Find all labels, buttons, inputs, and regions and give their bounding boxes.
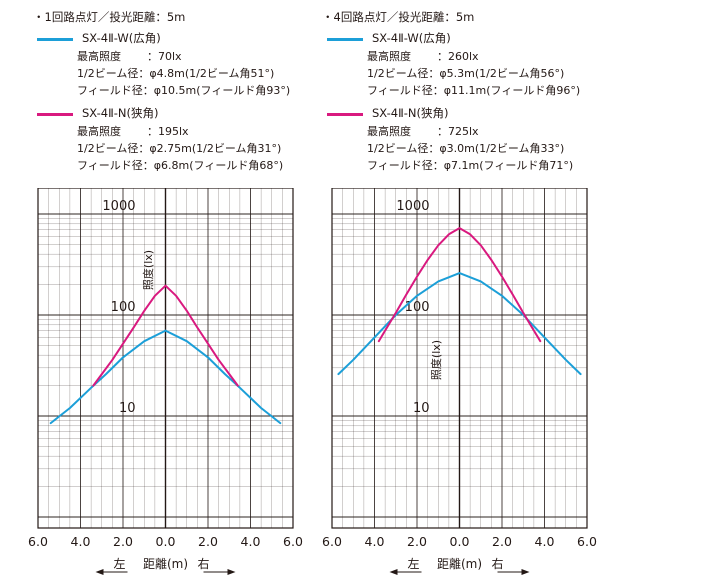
spec-label: フィールド径： [367,84,444,97]
spec-line: 1/2ビーム径：φ2.75m(1/2ビーム角31°) [37,140,337,157]
y-axis-label: 照度(lx) [141,250,155,290]
spec-label: フィールド径： [77,159,154,172]
legend-swatch-narrow [37,113,73,116]
y-tick-label: 10 [413,401,430,416]
panel-heading: ・1回路点灯／投光距離：5m [33,10,186,24]
legend-row-wide: SX-4Ⅱ-W(広角) [37,30,337,48]
legend-series-name: SX-4Ⅱ-W(広角) [372,31,451,45]
illuminance-chart-4-circuit: 1000 100 10 6.0 4.0 2.0 0.0 2.0 4.0 6.0 照度(lx) 左 右距離… [322,188,597,575]
x-tick-label: 2.0 [407,534,427,549]
x-tick-label: 6.0 [283,534,303,549]
series-line-narrow [92,284,239,387]
spec-line: 最高照度 ：260lx [327,48,627,65]
x-tick-label: 4.0 [365,534,385,549]
spec-value: φ2.75m(1/2ビーム角31°) [149,142,282,155]
legend-series-name: SX-4Ⅱ-N(狭角) [82,106,159,120]
y-tick-label: 100 [111,300,136,315]
spec-value: φ7.1m(フィールド角71°) [443,159,574,172]
legend-row-narrow: SX-4Ⅱ-N(狭角) [37,105,337,123]
legend-block: SX-4Ⅱ-W(広角) 最高照度 ：260lx 1/2ビーム径：φ5.3m(1/2… [327,30,627,99]
legend-block: SX-4Ⅱ-N(狭角) 最高照度 ：725lx 1/2ビーム径：φ3.0m(1/2… [327,105,627,174]
x-tick-label: 4.0 [535,534,555,549]
legend-swatch-narrow [327,113,363,116]
spec-line: 最高照度 ：70lx [37,48,337,65]
x-tick-label: 0.0 [450,534,470,549]
right-arrow-head [227,569,236,575]
illuminance-chart-1-circuit: 1000 100 10 6.0 4.0 2.0 0.0 2.0 4.0 6.0 照度(lx) 左 右距離… [28,188,303,575]
legend-swatch-wide [327,38,363,41]
legend-swatch-wide [37,38,73,41]
x-tick-label: 2.0 [198,534,218,549]
left-arrow-head [389,569,398,575]
legend-row-narrow: SX-4Ⅱ-N(狭角) [327,105,627,123]
spec-value: φ4.8m(1/2ビーム角51°) [149,67,275,80]
spec-value: ：260lx [437,50,479,63]
left-direction-label: 左 [407,556,419,571]
spec-label: 最高照度 [77,50,121,63]
spec-line: フィールド径：φ10.5m(フィールド角93°) [37,82,337,99]
spec-line: フィールド径：φ11.1m(フィールド角96°) [327,82,627,99]
legend-block: SX-4Ⅱ-W(広角) 最高照度 ：70lx 1/2ビーム径：φ4.8m(1/2ビ… [37,30,337,99]
legend-block: SX-4Ⅱ-N(狭角) 最高照度 ：195lx 1/2ビーム径：φ2.75m(1/… [37,105,337,174]
spec-line: フィールド径：φ6.8m(フィールド角68°) [37,157,337,174]
series-line-narrow [377,227,542,343]
spec-label: 1/2ビーム径： [367,142,440,155]
spec-label: フィールド径： [77,84,154,97]
spec-label: 最高照度 [77,125,121,138]
x-tick-label: 4.0 [71,534,91,549]
spec-label: 1/2ビーム径： [77,142,150,155]
spec-line: 1/2ビーム径：φ3.0m(1/2ビーム角33°) [327,140,627,157]
spec-value: φ11.1m(フィールド角96°) [443,84,581,97]
spec-value: ：195lx [147,125,189,138]
series-line-wide [49,329,282,425]
spec-label: 最高照度 [367,125,411,138]
legend-series-name: SX-4Ⅱ-W(広角) [82,31,161,45]
x-axis-label: 距離(m) [437,557,482,571]
spec-label: フィールド径： [367,159,444,172]
spec-value: φ3.0m(1/2ビーム角33°) [439,142,565,155]
x-tick-label: 6.0 [322,534,342,549]
spec-line: 最高照度 ：195lx [37,123,337,140]
x-tick-label: 4.0 [241,534,261,549]
x-axis-label: 距離(m) [143,557,188,571]
legend-row-wide: SX-4Ⅱ-W(広角) [327,30,627,48]
right-arrow-head [521,569,530,575]
legend-series-name: SX-4Ⅱ-N(狭角) [372,106,449,120]
left-arrow-head [95,569,104,575]
y-tick-label: 100 [405,300,430,315]
y-tick-label: 1000 [396,199,429,214]
spec-line: 最高照度 ：725lx [327,123,627,140]
spec-line: 1/2ビーム径：φ5.3m(1/2ビーム角56°) [327,65,627,82]
x-tick-label: 6.0 [28,534,48,549]
spec-value: ：725lx [437,125,479,138]
x-tick-label: 2.0 [492,534,512,549]
right-direction-label: 右 [197,556,209,571]
x-tick-label: 2.0 [113,534,133,549]
spec-label: 1/2ビーム径： [367,67,440,80]
y-tick-label: 1000 [102,199,135,214]
panel-heading: ・4回路点灯／投光距離：5m [322,10,475,24]
left-direction-label: 左 [113,556,125,571]
y-axis-label: 照度(lx) [429,340,443,380]
spec-label: 1/2ビーム径： [77,67,150,80]
spec-label: 最高照度 [367,50,411,63]
panel-1-circuit: ・1回路点灯／投光距離：5m SX-4Ⅱ-W(広角) 最高照度 ：70lx 1/2… [0,0,340,585]
y-tick-label: 10 [119,401,136,416]
x-tick-label: 6.0 [577,534,597,549]
spec-line: 1/2ビーム径：φ4.8m(1/2ビーム角51°) [37,65,337,82]
x-tick-label: 0.0 [156,534,176,549]
panel-4-circuit: ・4回路点灯／投光距離：5m SX-4Ⅱ-W(広角) 最高照度 ：260lx 1/… [320,0,660,585]
right-direction-label: 右 [491,556,503,571]
spec-value: φ6.8m(フィールド角68°) [153,159,284,172]
spec-value: φ10.5m(フィールド角93°) [153,84,291,97]
spec-value: ：70lx [147,50,182,63]
series-line-wide [337,272,582,376]
spec-line: フィールド径：φ7.1m(フィールド角71°) [327,157,627,174]
spec-value: φ5.3m(1/2ビーム角56°) [439,67,565,80]
